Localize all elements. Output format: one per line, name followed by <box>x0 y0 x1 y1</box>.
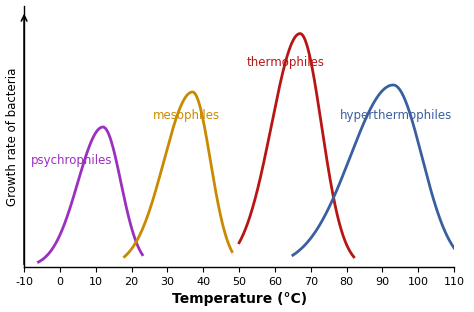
Text: thermophiles: thermophiles <box>246 56 324 69</box>
Y-axis label: Growth rate of bacteria: Growth rate of bacteria <box>6 67 18 206</box>
Text: mesophiles: mesophiles <box>153 109 220 122</box>
Text: psychrophiles: psychrophiles <box>31 154 113 167</box>
Text: hyperthermophiles: hyperthermophiles <box>339 109 452 122</box>
X-axis label: Temperature (°C): Temperature (°C) <box>172 292 307 306</box>
